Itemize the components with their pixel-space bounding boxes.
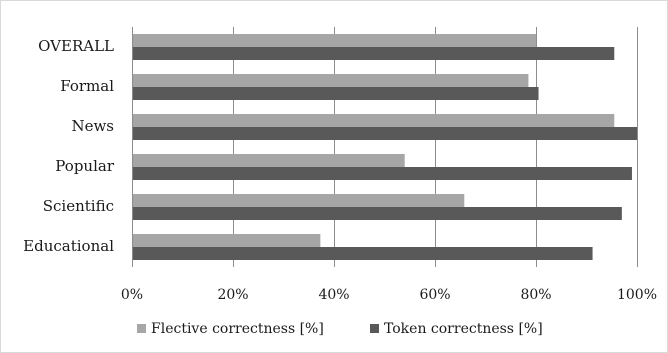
x-tick-label-40: 40% [318,287,349,303]
legend: Flective correctness [%] Token correctne… [137,321,543,337]
bar-educational-flective [133,234,321,247]
bar-scientific-token [133,207,622,220]
bar-popular-token [133,167,632,180]
x-tick-label-20: 20% [217,287,248,303]
category-label-formal: Formal [60,77,114,95]
category-label-news: News [71,117,114,135]
x-tick-label-0: 0% [121,287,143,303]
category-label-educational: Educational [23,237,114,255]
category-label-scientific: Scientific [43,197,114,215]
bar-formal-flective [133,74,529,87]
bar-news-flective [133,114,615,127]
x-tick-labels: 0% 20% 40% 60% 80% 100% [121,287,657,303]
legend-label-flective: Flective correctness [%] [151,321,324,337]
bar-popular-flective [133,154,405,167]
gridlines [233,27,638,267]
legend-swatch-token [370,324,379,333]
legend-label-token: Token correctness [%] [384,321,543,337]
bar-scientific-flective [133,194,465,207]
bar-overall-flective [133,34,536,47]
category-labels: OVERALL Formal News Popular Scientific Educat… [23,37,115,255]
bar-educational-token [133,247,593,260]
bar-overall-token [133,47,615,60]
category-label-overall: OVERALL [38,37,114,55]
x-tick-label-80: 80% [520,287,551,303]
bar-formal-token [133,87,539,100]
legend-swatch-flective [137,324,146,333]
x-tick-label-100: 100% [617,287,657,303]
bars [133,34,637,260]
x-tick-label-60: 60% [419,287,450,303]
bar-news-token [133,127,637,140]
category-label-popular: Popular [55,157,115,175]
